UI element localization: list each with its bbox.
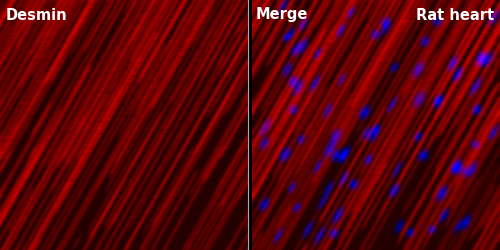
Text: Merge: Merge — [256, 8, 308, 22]
Text: Desmin: Desmin — [6, 8, 68, 22]
Text: Rat heart: Rat heart — [416, 8, 494, 22]
